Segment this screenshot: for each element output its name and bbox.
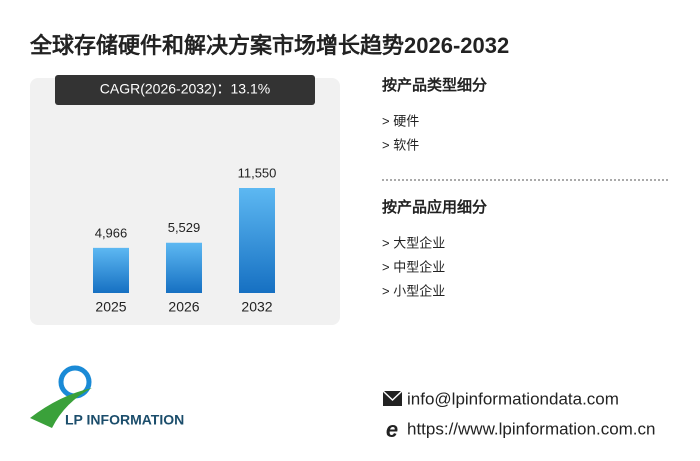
segment-item: > 大型企业 [382, 235, 445, 250]
web-icon: e [386, 417, 398, 442]
email-icon [382, 390, 403, 406]
cagr-banner [55, 75, 315, 105]
x-tick-label: 2025 [95, 299, 126, 315]
bar [239, 188, 275, 293]
value-label: 11,550 [238, 165, 277, 180]
segment-item: > 软件 [382, 137, 419, 152]
logo: LP INFORMATION [30, 365, 184, 428]
logo-text: LP INFORMATION [65, 412, 184, 428]
title: 全球存储硬件和解决方案市场增长趋势2026-2032 [29, 33, 509, 58]
value-label: 5,529 [168, 220, 201, 235]
segment-title: 按产品应用细分 [382, 198, 487, 216]
bar [93, 247, 129, 293]
segment-item: > 中型企业 [382, 259, 445, 274]
segment-item: > 硬件 [382, 113, 419, 128]
segment-item: > 小型企业 [382, 283, 445, 298]
segment-title: 按产品类型细分 [382, 76, 487, 94]
email: info@lpinformationdata.com [407, 389, 619, 408]
value-label: 4,966 [95, 225, 128, 240]
x-tick-label: 2032 [241, 299, 272, 315]
bar [166, 242, 202, 293]
website: https://www.lpinformation.com.cn [407, 419, 655, 438]
cagr-text: CAGR(2026-2032)：13.1% [100, 81, 270, 97]
x-tick-label: 2026 [168, 299, 199, 315]
